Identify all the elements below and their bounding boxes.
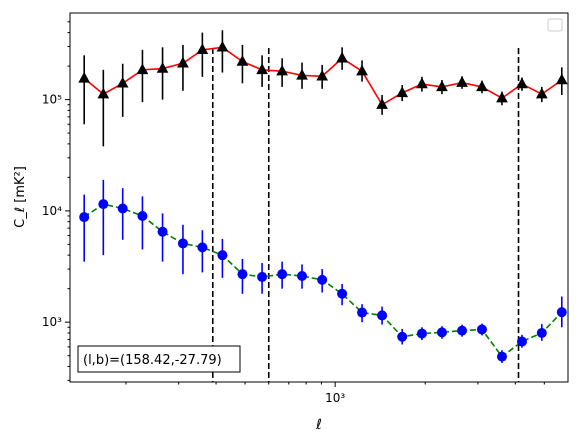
data-point-triangle <box>555 73 568 85</box>
data-point-circle <box>157 226 168 237</box>
data-point-circle <box>297 270 308 281</box>
plot-frame <box>69 12 569 383</box>
data-point-triangle <box>316 69 329 81</box>
data-point-circle <box>536 327 547 338</box>
data-point-triangle <box>535 87 548 99</box>
data-point-circle <box>79 212 90 223</box>
y-tick-label: 10⁴ <box>42 204 62 218</box>
data-point-triangle <box>196 43 209 55</box>
x-axis-label: ℓ <box>315 417 322 433</box>
data-point-circle <box>177 238 188 249</box>
data-point-circle <box>496 351 507 362</box>
data-point-triangle <box>216 40 229 52</box>
data-point-circle <box>436 327 447 338</box>
data-point-triangle <box>516 77 528 89</box>
vertical-marker-lines <box>211 48 520 382</box>
data-point-triangle <box>97 87 110 99</box>
y-axis-label: C_ℓ [mK²] <box>13 166 28 228</box>
data-point-circle <box>397 331 408 342</box>
x-tick-label: 10³ <box>325 391 345 405</box>
data-point-circle <box>117 203 128 214</box>
data-point-triangle <box>496 91 508 103</box>
data-point-triangle <box>116 76 129 88</box>
data-point-circle <box>217 250 228 261</box>
data-point-triangle <box>256 63 268 75</box>
data-point-circle <box>416 328 427 339</box>
data-point-triangle <box>396 86 409 98</box>
data-point-triangle <box>78 71 91 83</box>
data-series <box>78 30 568 363</box>
data-point-circle <box>337 288 348 299</box>
data-point-triangle <box>356 64 368 76</box>
data-point-circle <box>197 242 208 253</box>
data-point-triangle <box>177 56 189 68</box>
data-point-circle <box>457 325 468 336</box>
data-point-triangle <box>296 68 308 80</box>
data-point-circle <box>137 210 148 221</box>
series-1 <box>78 30 568 147</box>
data-point-circle <box>476 324 487 335</box>
data-point-circle <box>98 199 109 210</box>
data-point-circle <box>317 274 328 285</box>
data-point-triangle <box>136 63 149 75</box>
data-point-circle <box>516 336 527 347</box>
data-point-triangle <box>436 80 448 92</box>
data-point-circle <box>277 269 288 280</box>
data-point-circle <box>377 310 388 321</box>
data-point-triangle <box>456 76 468 87</box>
data-point-triangle <box>336 51 348 63</box>
data-point-triangle <box>476 80 488 92</box>
data-point-triangle <box>236 54 249 66</box>
data-point-circle <box>556 307 567 318</box>
data-point-triangle <box>376 98 388 109</box>
data-point-triangle <box>276 64 288 76</box>
annotation-box: (l,b)=(158.42,-27.79) <box>77 345 241 373</box>
data-point-triangle <box>156 62 169 73</box>
data-point-circle <box>237 269 248 280</box>
y-tick-label: 10³ <box>42 315 62 329</box>
y-tick-label: 10⁵ <box>42 93 62 107</box>
data-point-circle <box>257 271 268 282</box>
data-point-triangle <box>416 77 428 89</box>
data-point-circle <box>357 307 368 318</box>
empty-legend-box <box>547 18 563 32</box>
series-2 <box>79 179 567 363</box>
annotation-text: (l,b)=(158.42,-27.79) <box>83 353 222 368</box>
